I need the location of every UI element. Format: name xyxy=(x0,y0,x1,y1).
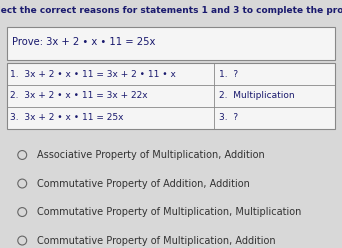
FancyBboxPatch shape xyxy=(7,63,335,129)
Text: 2.  3x + 2 • x • 11 = 3x + 22x: 2. 3x + 2 • x • 11 = 3x + 22x xyxy=(10,92,148,100)
Text: Select the correct reasons for statements 1 and 3 to complete the proof.: Select the correct reasons for statement… xyxy=(0,6,342,15)
Text: Commutative Property of Addition, Addition: Commutative Property of Addition, Additi… xyxy=(37,179,250,188)
Text: Commutative Property of Multiplication, Multiplication: Commutative Property of Multiplication, … xyxy=(37,207,301,217)
Text: 3.  ?: 3. ? xyxy=(219,113,238,122)
Text: 1.  ?: 1. ? xyxy=(219,70,238,79)
Text: Prove: 3x + 2 • x • 11 = 25x: Prove: 3x + 2 • x • 11 = 25x xyxy=(12,37,155,47)
Text: 3.  3x + 2 • x • 11 = 25x: 3. 3x + 2 • x • 11 = 25x xyxy=(10,113,124,122)
Text: Commutative Property of Multiplication, Addition: Commutative Property of Multiplication, … xyxy=(37,236,276,246)
Text: 1.  3x + 2 • x • 11 = 3x + 2 • 11 • x: 1. 3x + 2 • x • 11 = 3x + 2 • 11 • x xyxy=(10,70,176,79)
Text: 2.  Multiplication: 2. Multiplication xyxy=(219,92,294,100)
FancyBboxPatch shape xyxy=(7,27,335,60)
Text: Associative Property of Multiplication, Addition: Associative Property of Multiplication, … xyxy=(37,150,265,160)
